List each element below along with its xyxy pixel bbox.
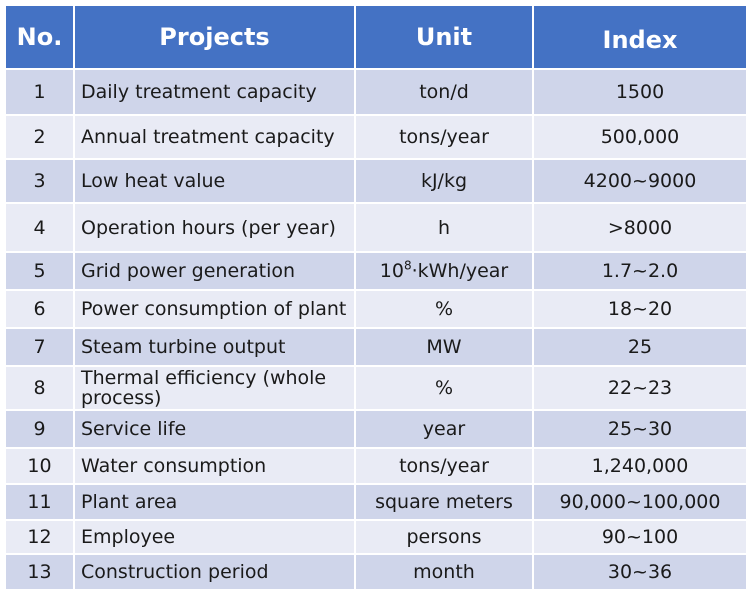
cell-index: 1500 [532, 68, 748, 116]
cell-project: Operation hours (per year) [73, 202, 356, 253]
table-row: 6 Power consumption of plant % 18~20 [4, 289, 748, 329]
cell-index: 1,240,000 [532, 447, 748, 485]
cell-no: 2 [4, 114, 75, 160]
cell-project: Power consumption of plant [73, 289, 356, 329]
table-row: 3 Low heat value kJ/kg 4200~9000 [4, 158, 748, 204]
cell-unit: % [354, 365, 534, 411]
cell-project: Service life [73, 409, 356, 449]
cell-unit: tons/year [354, 447, 534, 485]
cell-project: Steam turbine output [73, 327, 356, 367]
table-row: 13 Construction period month 30~36 [4, 553, 748, 591]
cell-project: Plant area [73, 483, 356, 521]
cell-index: 90,000~100,000 [532, 483, 748, 521]
cell-no: 5 [4, 251, 75, 291]
cell-project: Construction period [73, 553, 356, 591]
cell-index: >8000 [532, 202, 748, 253]
header-row: No. Projects Unit Index [4, 4, 748, 70]
cell-unit: month [354, 553, 534, 591]
cell-unit: tons/year [354, 114, 534, 160]
cell-project: Daily treatment capacity [73, 68, 356, 116]
table-row: 11 Plant area square meters 90,000~100,0… [4, 483, 748, 521]
cell-unit: year [354, 409, 534, 449]
table-row: 1 Daily treatment capacity ton/d 1500 [4, 68, 748, 116]
cell-no: 7 [4, 327, 75, 367]
cell-no: 9 [4, 409, 75, 449]
cell-unit: square meters [354, 483, 534, 521]
cell-unit: % [354, 289, 534, 329]
cell-no: 3 [4, 158, 75, 204]
cell-no: 8 [4, 365, 75, 411]
cell-no: 12 [4, 519, 75, 555]
header-projects: Projects [73, 4, 356, 70]
cell-project: Thermal efficiency (whole process) [73, 365, 356, 411]
cell-unit: persons [354, 519, 534, 555]
cell-project: Employee [73, 519, 356, 555]
cell-no: 11 [4, 483, 75, 521]
cell-unit: 108·kWh/year [354, 251, 534, 291]
table-row: 7 Steam turbine output MW 25 [4, 327, 748, 367]
cell-unit: MW [354, 327, 534, 367]
table-row: 12 Employee persons 90~100 [4, 519, 748, 555]
cell-project-text: Thermal efficiency (whole process) [81, 367, 327, 409]
table-row: 5 Grid power generation 108·kWh/year 1.7… [4, 251, 748, 291]
header-unit: Unit [354, 4, 534, 70]
cell-index: 30~36 [532, 553, 748, 591]
unit-base: 10 [379, 260, 404, 282]
cell-index: 4200~9000 [532, 158, 748, 204]
table-row: 4 Operation hours (per year) h >8000 [4, 202, 748, 253]
cell-unit: kJ/kg [354, 158, 534, 204]
cell-index: 18~20 [532, 289, 748, 329]
cell-project: Low heat value [73, 158, 356, 204]
cell-index: 500,000 [532, 114, 748, 160]
table-row: 9 Service life year 25~30 [4, 409, 748, 449]
cell-project: Grid power generation [73, 251, 356, 291]
header-no: No. [4, 4, 75, 70]
cell-no: 4 [4, 202, 75, 253]
header-index: Index [532, 4, 748, 70]
project-index-table: No. Projects Unit Index 1 Daily treatmen… [4, 4, 748, 591]
table-row: 2 Annual treatment capacity tons/year 50… [4, 114, 748, 160]
cell-index: 25 [532, 327, 748, 367]
slide-frame: No. Projects Unit Index 1 Daily treatmen… [4, 4, 748, 591]
cell-no: 13 [4, 553, 75, 591]
cell-no: 10 [4, 447, 75, 485]
cell-index: 1.7~2.0 [532, 251, 748, 291]
unit-exponent: 8 [403, 258, 412, 273]
table-row: 8 Thermal efficiency (whole process) % 2… [4, 365, 748, 411]
cell-unit: ton/d [354, 68, 534, 116]
cell-project: Annual treatment capacity [73, 114, 356, 160]
cell-no: 1 [4, 68, 75, 116]
cell-index: 22~23 [532, 365, 748, 411]
unit-rest: ·kWh/year [411, 260, 509, 282]
cell-index: 90~100 [532, 519, 748, 555]
cell-project: Water consumption [73, 447, 356, 485]
cell-unit: h [354, 202, 534, 253]
cell-index: 25~30 [532, 409, 748, 449]
table-row: 10 Water consumption tons/year 1,240,000 [4, 447, 748, 485]
cell-no: 6 [4, 289, 75, 329]
